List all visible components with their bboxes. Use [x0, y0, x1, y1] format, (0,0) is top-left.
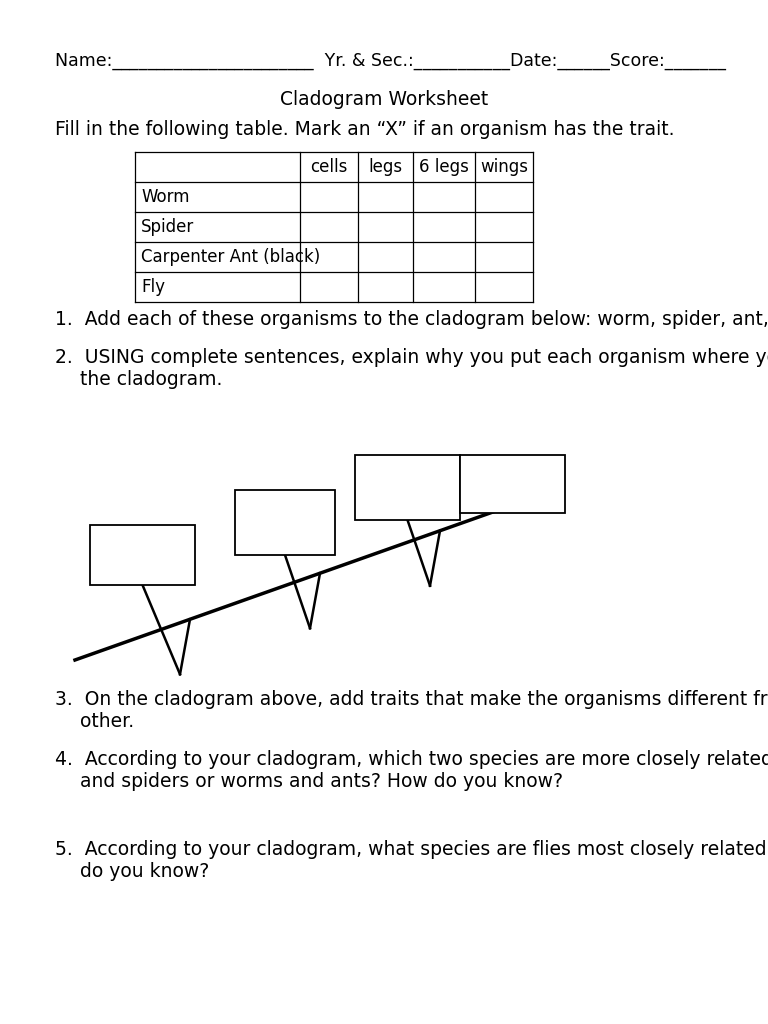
Text: and spiders or worms and ants? How do you know?: and spiders or worms and ants? How do yo… — [80, 772, 563, 791]
Text: legs: legs — [369, 158, 402, 176]
Bar — [355, 455, 460, 520]
Text: 2.  USING complete sentences, explain why you put each organism where you did on: 2. USING complete sentences, explain why… — [55, 348, 768, 367]
Text: Name:_______________________  Yr. & Sec.:___________Date:______Score:_______: Name:_______________________ Yr. & Sec.:… — [55, 52, 726, 70]
Text: 5.  According to your cladogram, what species are flies most closely related to?: 5. According to your cladogram, what spe… — [55, 840, 768, 859]
Text: Spider: Spider — [141, 218, 194, 236]
Text: 3.  On the cladogram above, add traits that make the organisms different from ea: 3. On the cladogram above, add traits th… — [55, 690, 768, 709]
Text: 4.  According to your cladogram, which two species are more closely related: wor: 4. According to your cladogram, which tw… — [55, 750, 768, 769]
Text: Fly: Fly — [141, 278, 165, 296]
Text: do you know?: do you know? — [80, 862, 209, 881]
Text: Worm: Worm — [141, 188, 190, 206]
Text: Carpenter Ant (black): Carpenter Ant (black) — [141, 248, 320, 266]
Bar — [460, 455, 565, 513]
Text: 1.  Add each of these organisms to the cladogram below: worm, spider, ant, fly: 1. Add each of these organisms to the cl… — [55, 310, 768, 329]
Text: other.: other. — [80, 712, 134, 731]
Bar — [90, 525, 195, 585]
Bar — [235, 490, 335, 555]
Text: Fill in the following table. Mark an “X” if an organism has the trait.: Fill in the following table. Mark an “X”… — [55, 120, 674, 139]
Text: Cladogram Worksheet: Cladogram Worksheet — [280, 90, 488, 109]
Text: cells: cells — [310, 158, 348, 176]
Text: the cladogram.: the cladogram. — [80, 370, 223, 389]
Text: 6 legs: 6 legs — [419, 158, 469, 176]
Text: wings: wings — [480, 158, 528, 176]
